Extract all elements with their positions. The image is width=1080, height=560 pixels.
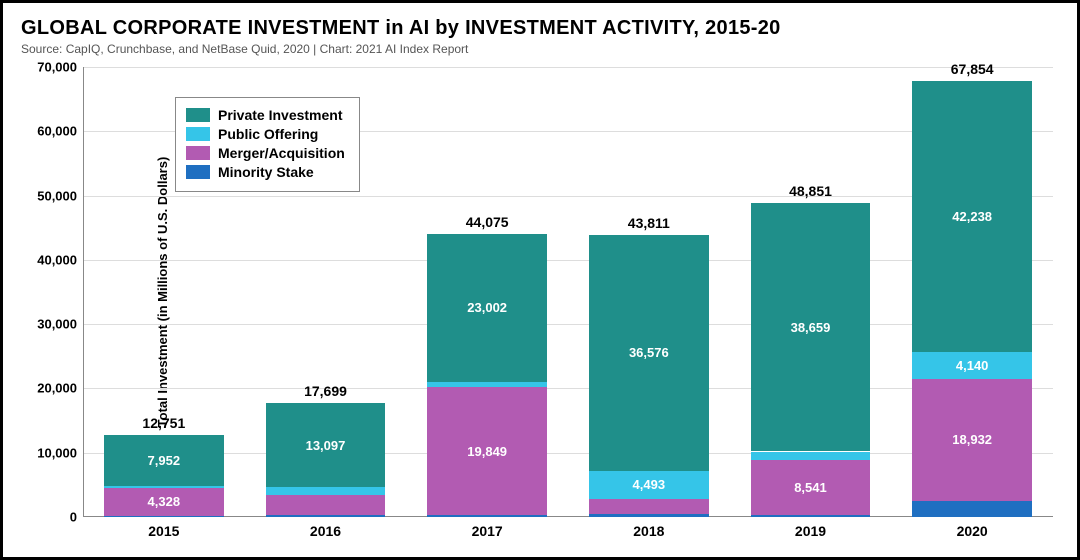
seg-label: 38,659: [791, 320, 831, 335]
seg-merger_acquisition: [266, 495, 386, 516]
seg-public_offering: 4,140: [912, 352, 1032, 379]
seg-private_investment: 38,659: [751, 203, 871, 452]
bar-2015: 4,3287,95212,751: [104, 435, 224, 517]
bar-2018: 4,49336,57643,811: [589, 235, 709, 517]
legend-label: Merger/Acquisition: [218, 145, 345, 161]
seg-merger_acquisition: 18,932: [912, 379, 1032, 501]
legend-swatch: [186, 127, 210, 141]
gridline: [83, 324, 1053, 325]
seg-label: 23,002: [467, 300, 507, 315]
seg-label: 36,576: [629, 345, 669, 360]
legend-item-private_investment: Private Investment: [186, 107, 345, 123]
gridline: [83, 67, 1053, 68]
seg-label: 4,140: [956, 358, 989, 373]
bar-total-label: 44,075: [466, 214, 509, 234]
seg-minority_stake: [912, 501, 1032, 517]
bar-total-label: 67,854: [951, 61, 994, 81]
gridline: [83, 196, 1053, 197]
legend-swatch: [186, 165, 210, 179]
seg-private_investment: 42,238: [912, 81, 1032, 353]
y-tick-label: 40,000: [37, 252, 83, 267]
seg-merger_acquisition: 4,328: [104, 488, 224, 516]
seg-public_offering: [266, 487, 386, 494]
seg-label: 4,328: [148, 494, 181, 509]
seg-label: 4,493: [633, 477, 666, 492]
bar-2017: 19,84923,00244,075: [427, 234, 547, 517]
legend: Private Investment Public Offering Merger/…: [175, 97, 360, 192]
seg-private_investment: 13,097: [266, 403, 386, 487]
seg-private_investment: 23,002: [427, 234, 547, 382]
y-axis-line: [83, 67, 84, 517]
seg-label: 18,932: [952, 432, 992, 447]
seg-private_investment: 36,576: [589, 235, 709, 470]
y-tick-label: 60,000: [37, 124, 83, 139]
x-axis-line: [83, 516, 1053, 517]
legend-swatch: [186, 146, 210, 160]
legend-label: Private Investment: [218, 107, 343, 123]
seg-public_offering: [104, 486, 224, 488]
seg-minority_stake: [751, 515, 871, 517]
y-tick-label: 50,000: [37, 188, 83, 203]
x-tick-label: 2017: [472, 517, 503, 539]
chart-area: Total Investment (in Millions of U.S. Do…: [83, 67, 1053, 517]
seg-merger_acquisition: 19,849: [427, 387, 547, 515]
seg-minority_stake: [589, 514, 709, 517]
seg-label: 19,849: [467, 444, 507, 459]
y-tick-label: 70,000: [37, 60, 83, 75]
legend-label: Public Offering: [218, 126, 318, 142]
gridline: [83, 388, 1053, 389]
seg-minority_stake: [427, 515, 547, 517]
bar-2020: 18,9324,14042,23867,854: [912, 81, 1032, 517]
seg-label: 42,238: [952, 209, 992, 224]
seg-label: 8,541: [794, 480, 827, 495]
y-tick-label: 10,000: [37, 445, 83, 460]
bar-total-label: 12,751: [142, 415, 185, 435]
legend-item-merger_acquisition: Merger/Acquisition: [186, 145, 345, 161]
bar-total-label: 17,699: [304, 383, 347, 403]
y-tick-label: 30,000: [37, 317, 83, 332]
bar-2019: 8,54138,65948,851: [751, 203, 871, 517]
seg-label: 13,097: [306, 438, 346, 453]
seg-label: 7,952: [148, 453, 181, 468]
bar-2016: 13,09717,699: [266, 403, 386, 517]
y-tick-label: 0: [70, 510, 83, 525]
x-tick-label: 2015: [148, 517, 179, 539]
legend-item-minority_stake: Minority Stake: [186, 164, 345, 180]
x-tick-label: 2020: [957, 517, 988, 539]
legend-label: Minority Stake: [218, 164, 314, 180]
y-tick-label: 20,000: [37, 381, 83, 396]
legend-item-public_offering: Public Offering: [186, 126, 345, 142]
seg-private_investment: 7,952: [104, 435, 224, 486]
gridline: [83, 260, 1053, 261]
x-tick-label: 2016: [310, 517, 341, 539]
x-tick-label: 2018: [633, 517, 664, 539]
bar-total-label: 48,851: [789, 183, 832, 203]
chart-frame: GLOBAL CORPORATE INVESTMENT in AI by INV…: [0, 0, 1080, 560]
chart-title: GLOBAL CORPORATE INVESTMENT in AI by INV…: [21, 17, 1059, 40]
gridline: [83, 453, 1053, 454]
seg-public_offering: [751, 452, 871, 460]
seg-minority_stake: [104, 516, 224, 517]
x-tick-label: 2019: [795, 517, 826, 539]
seg-minority_stake: [266, 515, 386, 517]
seg-merger_acquisition: [589, 499, 709, 514]
bar-total-label: 43,811: [628, 215, 670, 235]
legend-swatch: [186, 108, 210, 122]
seg-public_offering: [427, 382, 547, 388]
seg-public_offering: 4,493: [589, 471, 709, 500]
chart-subtitle: Source: CapIQ, Crunchbase, and NetBase Q…: [21, 42, 1059, 56]
seg-merger_acquisition: 8,541: [751, 460, 871, 515]
